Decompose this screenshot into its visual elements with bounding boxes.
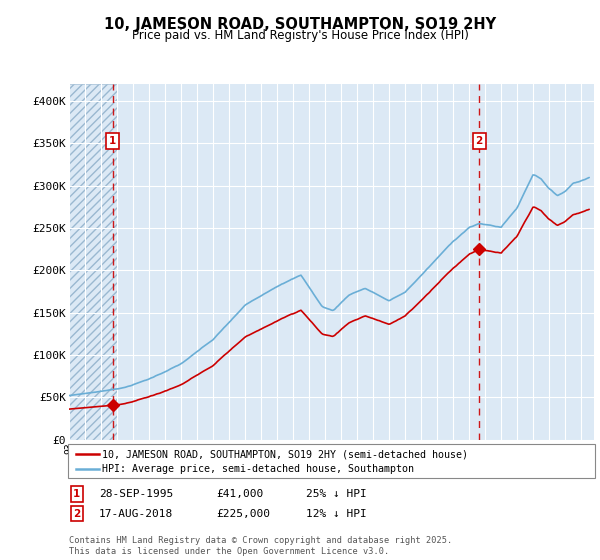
- Text: Contains HM Land Registry data © Crown copyright and database right 2025.
This d: Contains HM Land Registry data © Crown c…: [69, 536, 452, 556]
- Text: £41,000: £41,000: [216, 489, 263, 499]
- Text: 2: 2: [476, 136, 483, 146]
- Text: 1: 1: [109, 136, 116, 146]
- Text: £225,000: £225,000: [216, 508, 270, 519]
- Text: 25% ↓ HPI: 25% ↓ HPI: [306, 489, 367, 499]
- Text: 1: 1: [73, 489, 80, 499]
- Text: Price paid vs. HM Land Registry's House Price Index (HPI): Price paid vs. HM Land Registry's House …: [131, 29, 469, 42]
- Text: 2: 2: [73, 508, 80, 519]
- Text: 10, JAMESON ROAD, SOUTHAMPTON, SO19 2HY (semi-detached house): 10, JAMESON ROAD, SOUTHAMPTON, SO19 2HY …: [102, 449, 468, 459]
- Text: 10, JAMESON ROAD, SOUTHAMPTON, SO19 2HY: 10, JAMESON ROAD, SOUTHAMPTON, SO19 2HY: [104, 17, 496, 32]
- Text: 28-SEP-1995: 28-SEP-1995: [99, 489, 173, 499]
- Text: HPI: Average price, semi-detached house, Southampton: HPI: Average price, semi-detached house,…: [102, 464, 414, 474]
- Text: 12% ↓ HPI: 12% ↓ HPI: [306, 508, 367, 519]
- Text: 17-AUG-2018: 17-AUG-2018: [99, 508, 173, 519]
